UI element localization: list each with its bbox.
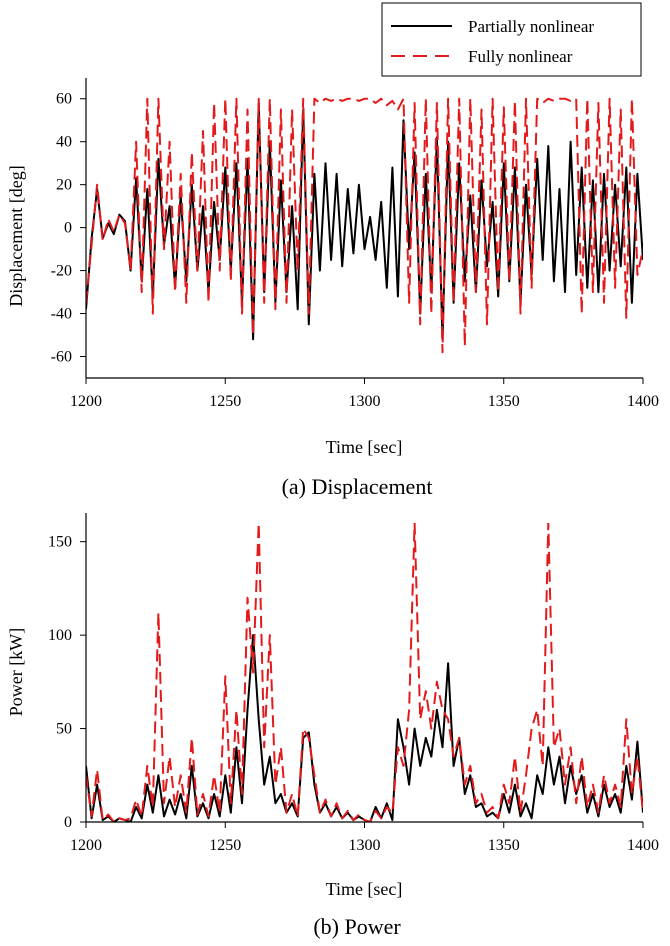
legend-label-partially-nonlinear: Partially nonlinear bbox=[468, 17, 594, 36]
displacement-series-fully-nonlinear bbox=[86, 97, 643, 354]
displacement-plot-area bbox=[85, 78, 643, 379]
power-x-tick-label: 1400 bbox=[627, 837, 659, 854]
power-y-tick-label: 50 bbox=[56, 721, 72, 738]
displacement-x-tick-label: 1200 bbox=[70, 393, 102, 410]
displacement-y-tick-label: 40 bbox=[56, 134, 72, 151]
power-y-tick-label: 150 bbox=[48, 534, 72, 551]
legend-label-fully-nonlinear: Fully nonlinear bbox=[468, 47, 573, 66]
displacement-y-tick-label: 60 bbox=[56, 91, 72, 108]
displacement-y-tick-label: 20 bbox=[56, 177, 72, 194]
power-x-tick-label: 1300 bbox=[349, 837, 381, 854]
power-y-axis-label: Power [kW] bbox=[6, 628, 26, 716]
power-panel: 1200 1250 1300 1350 1400 0 50 100 150 Time [sec… bbox=[6, 513, 659, 939]
displacement-y-ticks: -60 -40 -20 0 20 40 60 bbox=[51, 91, 86, 366]
legend-box bbox=[381, 2, 642, 77]
displacement-y-axis-label: Displacement [deg] bbox=[6, 165, 26, 306]
displacement-y-tick-label: 0 bbox=[64, 220, 72, 237]
displacement-y-tick-label: -20 bbox=[51, 263, 72, 280]
displacement-x-axis-label: Time [sec] bbox=[326, 437, 403, 457]
displacement-x-tick-label: 1350 bbox=[488, 393, 520, 410]
displacement-series-partially-nonlinear bbox=[86, 102, 643, 341]
displacement-x-ticks: 1200 1250 1300 1350 1400 bbox=[70, 378, 659, 410]
power-series-partially-nonlinear bbox=[86, 634, 643, 822]
power-series-fully-nonlinear bbox=[86, 523, 643, 822]
displacement-y-tick-label: -40 bbox=[51, 306, 72, 323]
power-y-ticks: 0 50 100 150 bbox=[48, 534, 86, 831]
power-x-axis-label: Time [sec] bbox=[326, 879, 403, 899]
displacement-panel: 1200 1250 1300 1350 1400 -60 -40 -20 0 20 40 60 Ti… bbox=[6, 78, 659, 499]
power-x-ticks: 1200 1250 1300 1350 1400 bbox=[70, 822, 659, 854]
power-y-tick-label: 100 bbox=[48, 627, 72, 644]
displacement-caption: (a) Displacement bbox=[282, 474, 433, 499]
legend: Partially nonlinear Fully nonlinear bbox=[381, 2, 642, 77]
displacement-y-tick-label: -60 bbox=[51, 349, 72, 366]
displacement-x-tick-label: 1250 bbox=[209, 393, 241, 410]
displacement-x-tick-label: 1400 bbox=[627, 393, 659, 410]
power-x-tick-label: 1350 bbox=[488, 837, 520, 854]
power-x-tick-label: 1200 bbox=[70, 837, 102, 854]
power-plot-area bbox=[85, 513, 643, 823]
power-y-tick-label: 0 bbox=[64, 814, 72, 831]
displacement-x-tick-label: 1300 bbox=[349, 393, 381, 410]
power-caption: (b) Power bbox=[313, 914, 401, 939]
power-x-tick-label: 1250 bbox=[209, 837, 241, 854]
